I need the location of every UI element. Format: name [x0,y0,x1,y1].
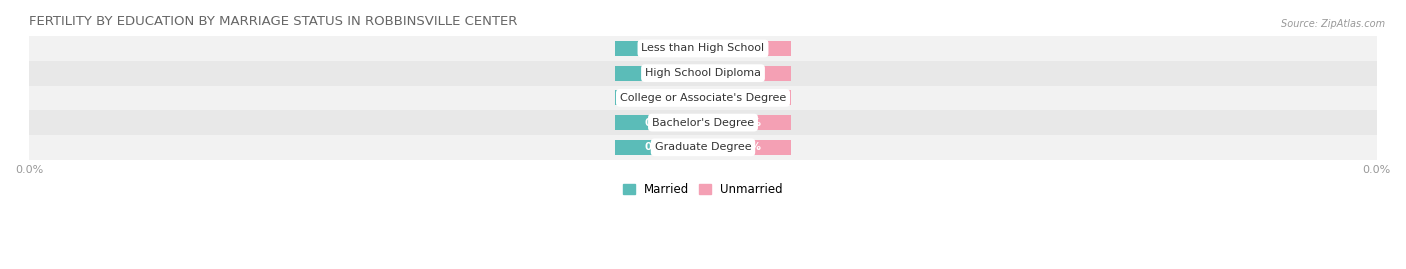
Legend: Married, Unmarried: Married, Unmarried [619,178,787,201]
Text: FERTILITY BY EDUCATION BY MARRIAGE STATUS IN ROBBINSVILLE CENTER: FERTILITY BY EDUCATION BY MARRIAGE STATU… [30,15,517,28]
Text: Source: ZipAtlas.com: Source: ZipAtlas.com [1281,19,1385,29]
Bar [703,66,790,81]
Bar [703,41,790,56]
Bar [616,140,703,155]
Text: 0.0%: 0.0% [733,68,761,78]
Text: 0.0%: 0.0% [733,44,761,54]
Text: High School Diploma: High School Diploma [645,68,761,78]
Text: College or Associate's Degree: College or Associate's Degree [620,93,786,103]
Bar [703,140,790,155]
Bar [30,86,1376,110]
Text: 0.0%: 0.0% [645,118,673,128]
Text: 0.0%: 0.0% [645,142,673,152]
Bar [30,61,1376,86]
Bar [30,135,1376,160]
Bar [616,41,703,56]
Text: 0.0%: 0.0% [645,93,673,103]
Text: Graduate Degree: Graduate Degree [655,142,751,152]
Text: 0.0%: 0.0% [645,44,673,54]
Bar [30,110,1376,135]
Bar [616,66,703,81]
Bar [30,36,1376,61]
Bar [703,115,790,130]
Text: Less than High School: Less than High School [641,44,765,54]
Bar [616,90,703,105]
Bar [703,90,790,105]
Text: 0.0%: 0.0% [733,118,761,128]
Text: 0.0%: 0.0% [733,93,761,103]
Text: Bachelor's Degree: Bachelor's Degree [652,118,754,128]
Bar [616,115,703,130]
Text: 0.0%: 0.0% [645,68,673,78]
Text: 0.0%: 0.0% [733,142,761,152]
